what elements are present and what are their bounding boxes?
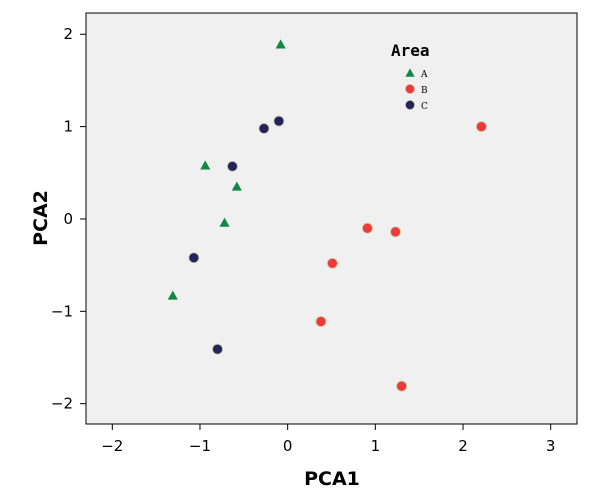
point-c — [273, 115, 285, 127]
y-tick-label: 1 — [63, 118, 73, 136]
x-tick-label: 0 — [283, 437, 293, 455]
legend-marker-b — [404, 84, 415, 95]
x-tick-label: −1 — [189, 437, 211, 455]
x-tick-label: 2 — [458, 437, 468, 455]
y-axis: −2 −1 0 1 2 — [51, 25, 86, 413]
series-b — [315, 121, 487, 392]
legend-label-c: C — [421, 102, 428, 112]
legend-label-a: A — [420, 70, 428, 80]
y-tick-label: −2 — [51, 395, 73, 413]
x-tick-label: 1 — [371, 437, 381, 455]
legend: Area ABC — [391, 41, 430, 112]
point-c — [258, 123, 270, 134]
series-c — [188, 115, 285, 355]
point-a — [231, 181, 242, 191]
plot-area — [85, 12, 578, 425]
legend-label-b: B — [421, 86, 428, 96]
legend-title: Area — [391, 41, 430, 60]
y-axis-title: PCA2 — [30, 190, 52, 246]
legend-marker-c — [404, 100, 415, 111]
point-b — [315, 316, 327, 327]
point-c — [212, 343, 223, 355]
x-tick-label: −2 — [101, 437, 123, 455]
point-c — [188, 252, 200, 264]
x-axis: −2 −1 0 1 2 3 — [101, 424, 555, 455]
point-b — [362, 222, 373, 234]
x-axis-title: PCA1 — [304, 468, 360, 490]
point-c — [227, 160, 238, 172]
legend-marker-a — [405, 68, 415, 77]
series-a — [167, 39, 286, 300]
point-a — [200, 160, 211, 170]
point-b — [476, 121, 487, 133]
point-b — [390, 226, 401, 238]
y-tick-label: 2 — [63, 25, 73, 43]
y-tick-label: 0 — [63, 210, 73, 228]
x-tick-label: 3 — [546, 437, 556, 455]
point-a — [219, 217, 230, 227]
point-a — [167, 290, 178, 300]
y-tick-label: −1 — [51, 302, 73, 320]
data-points — [167, 39, 487, 392]
point-b — [396, 380, 408, 392]
point-b — [326, 257, 338, 269]
point-a — [275, 39, 286, 49]
